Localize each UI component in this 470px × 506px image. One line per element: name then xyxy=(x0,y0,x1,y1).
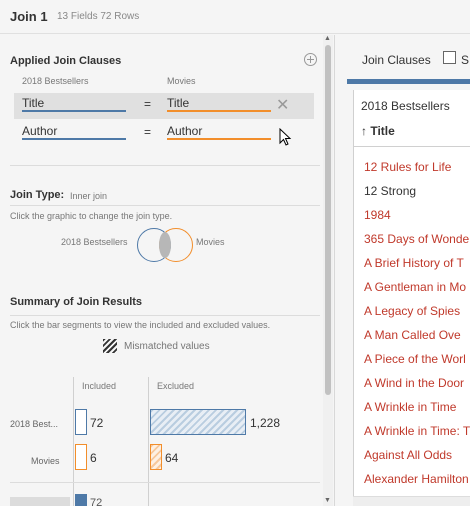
included-bar-bestsellers[interactable] xyxy=(75,409,87,435)
table-name: 2018 Bestsellers xyxy=(361,99,450,113)
applied-join-clauses-title: Applied Join Clauses xyxy=(10,55,122,67)
table-row[interactable]: Against All Odds xyxy=(364,448,453,462)
divider xyxy=(10,482,320,483)
column-divider xyxy=(73,377,74,506)
tab-indicator xyxy=(347,79,470,84)
add-clause-icon[interactable] xyxy=(304,53,317,66)
right-field[interactable]: Title xyxy=(167,96,271,112)
table-row[interactable]: A Legacy of Spies xyxy=(364,304,461,318)
data-grid: 2018 Bestsellers ↑ Title 12 Rules for Li… xyxy=(353,90,470,506)
header: Join 1 13 Fields 72 Rows xyxy=(0,0,470,34)
show-checkbox[interactable] xyxy=(443,51,456,64)
scroll-up-icon[interactable]: ▲ xyxy=(324,35,331,42)
excluded-bar-movies[interactable] xyxy=(150,444,162,470)
included-bar-movies[interactable] xyxy=(75,444,87,470)
included-value-movies: 6 xyxy=(90,451,97,465)
included-bar-partial[interactable] xyxy=(75,494,87,506)
horizontal-scrollbar[interactable] xyxy=(353,496,470,506)
page-title: Join 1 xyxy=(10,9,48,24)
table-row[interactable]: 1984 xyxy=(364,208,391,222)
join-clause-row[interactable]: Title = Title ✕ xyxy=(14,93,314,119)
operator[interactable]: = xyxy=(144,97,152,111)
join-type-venn[interactable] xyxy=(137,228,195,262)
divider xyxy=(10,315,320,316)
row-label-bar xyxy=(10,497,70,506)
right-field[interactable]: Author xyxy=(167,124,271,140)
excluded-value-movies: 64 xyxy=(165,451,179,465)
included-header: Included xyxy=(82,381,117,391)
results-panel: Join Clauses S 2018 Bestsellers ↑ Title … xyxy=(343,35,470,506)
venn-left-label: 2018 Bestsellers xyxy=(61,237,128,247)
table-row[interactable]: A Wrinkle in Time: T xyxy=(364,424,470,438)
included-value-partial: 72 xyxy=(90,497,103,506)
column-header-title[interactable]: ↑ Title xyxy=(361,124,395,138)
excluded-value-bestsellers: 1,228 xyxy=(250,416,281,430)
left-field[interactable]: Title xyxy=(22,96,126,112)
table-row[interactable]: 12 Strong xyxy=(364,184,417,198)
tab-join-clauses[interactable]: Join Clauses xyxy=(362,53,431,67)
page-meta: 13 Fields 72 Rows xyxy=(57,11,140,22)
join-type-value: Inner join xyxy=(70,191,108,201)
join-settings-panel: Applied Join Clauses 2018 Bestsellers Mo… xyxy=(0,35,335,506)
remove-clause-icon[interactable]: ✕ xyxy=(276,97,290,114)
tab-s-label[interactable]: S xyxy=(461,53,470,67)
table-row[interactable]: A Man Called Ove xyxy=(364,328,461,342)
table-row[interactable]: A Wrinkle in Time xyxy=(364,400,457,414)
left-scrollbar[interactable]: ▲ ▼ xyxy=(323,35,333,506)
join-clause-row[interactable]: Author = Author xyxy=(14,121,314,147)
hatch-legend-icon xyxy=(103,339,117,353)
right-source-label: Movies xyxy=(167,76,196,86)
excluded-bar-bestsellers[interactable] xyxy=(150,409,246,435)
included-value-bestsellers: 72 xyxy=(90,416,104,430)
summary-hint: Click the bar segments to view the inclu… xyxy=(10,320,271,330)
row-label-movies: Movies xyxy=(31,456,60,466)
left-field[interactable]: Author xyxy=(22,124,126,140)
join-type-label: Join Type: xyxy=(10,189,65,201)
column-divider xyxy=(148,377,149,506)
venn-intersection[interactable] xyxy=(159,232,171,258)
join-type-hint: Click the graphic to change the join typ… xyxy=(10,211,173,221)
table-row[interactable]: A Wind in the Door xyxy=(364,376,465,390)
left-source-label: 2018 Bestsellers xyxy=(22,76,89,86)
excluded-header: Excluded xyxy=(157,381,195,391)
row-label-bestsellers: 2018 Best... xyxy=(10,419,59,429)
divider xyxy=(10,165,320,166)
operator[interactable]: = xyxy=(144,125,152,139)
divider xyxy=(10,205,320,206)
table-row[interactable]: 365 Days of Wonde xyxy=(364,232,470,246)
summary-title: Summary of Join Results xyxy=(10,296,143,308)
scroll-down-icon[interactable]: ▼ xyxy=(324,497,331,504)
header-divider xyxy=(354,146,470,147)
table-row[interactable]: 12 Rules for Life xyxy=(364,160,452,174)
scroll-thumb[interactable] xyxy=(325,45,331,395)
venn-right-label: Movies xyxy=(196,237,225,247)
mouse-pointer-icon xyxy=(279,128,292,146)
table-row[interactable]: Alexander Hamilton xyxy=(364,472,469,486)
table-row[interactable]: A Brief History of T xyxy=(364,256,464,270)
table-row[interactable]: A Piece of the Worl xyxy=(364,352,466,366)
legend-label: Mismatched values xyxy=(124,341,210,352)
table-row[interactable]: A Gentleman in Mo xyxy=(364,280,467,294)
